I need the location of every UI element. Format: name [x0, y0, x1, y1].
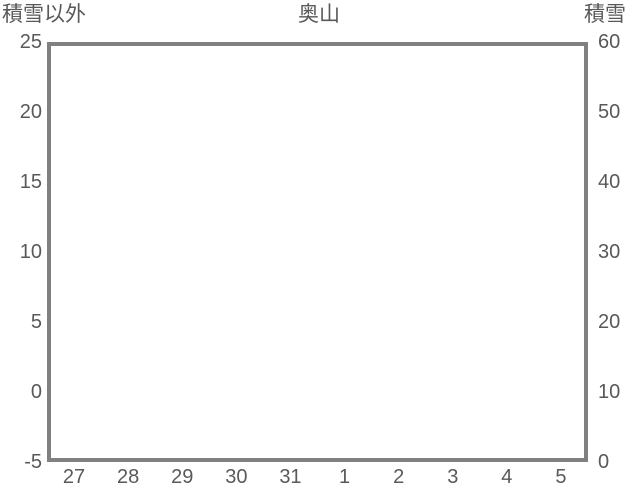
- right-axis-tick: 50: [598, 101, 621, 123]
- chart-title: 奥山: [298, 3, 340, 26]
- x-axis-tick: 5: [555, 466, 567, 488]
- plot-area: [47, 42, 588, 462]
- right-axis-tick: 60: [598, 31, 621, 53]
- right-axis-tick: 0: [598, 451, 610, 473]
- x-axis-tick: 28: [117, 466, 140, 488]
- x-axis-tick: 31: [279, 466, 302, 488]
- x-axis-tick: 3: [447, 466, 459, 488]
- left-axis-tick: -5: [24, 451, 42, 473]
- plot-frame: [47, 42, 588, 462]
- x-axis-tick: 27: [62, 466, 86, 488]
- x-axis-tick: 1: [338, 466, 351, 488]
- right-axis-tick: 20: [598, 311, 621, 333]
- left-axis-tick: 15: [19, 171, 42, 193]
- left-axis-tick: 20: [19, 101, 42, 123]
- left-axis-tick: 0: [30, 381, 42, 403]
- x-axis-tick: 4: [501, 466, 513, 488]
- right-axis-tick: 30: [598, 241, 621, 263]
- right-axis-tick: 40: [598, 171, 621, 193]
- left-axis-tick: 5: [30, 311, 42, 333]
- left-axis-tick: 25: [19, 31, 42, 53]
- left-axis-tick: 10: [19, 241, 42, 263]
- right-axis-tick: 10: [598, 381, 621, 403]
- right-axis-title: 積雪: [584, 3, 626, 26]
- left-axis-title: 積雪以外: [2, 3, 86, 26]
- x-axis-tick: 2: [393, 466, 405, 488]
- x-axis-tick: 30: [225, 466, 248, 488]
- x-axis-tick: 29: [171, 466, 194, 488]
